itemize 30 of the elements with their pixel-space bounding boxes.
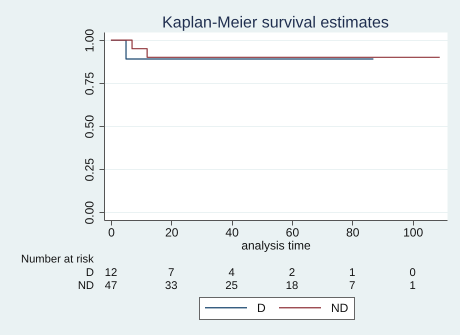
legend-label: ND [331,300,349,315]
x-axis-title: analysis time [241,238,312,252]
y-tick-label: 0.75 [82,72,96,96]
x-tick-label: 40 [225,226,240,240]
text: D [86,266,94,279]
text: 25 [225,280,238,292]
text: 4 [228,266,235,279]
y-tick-label: 0.00 [82,200,96,224]
y-tick-label: 0.50 [82,114,96,138]
text: 0 [409,266,416,279]
x-tick-label: 100 [403,226,424,240]
y-tick-label: 1.00 [82,28,96,52]
text: 33 [165,280,178,292]
text: 18 [286,280,298,292]
text: Number at risk [21,254,94,266]
x-tick-label: 80 [346,226,360,240]
text: 7 [349,280,356,292]
x-tick-label: 0 [108,226,116,240]
text: 7 [168,266,174,279]
text: 12 [104,266,118,279]
chart-title: Kaplan-Meier survival estimates [162,14,389,32]
text: 47 [104,280,118,292]
text: 1 [349,266,356,279]
text: ND [78,280,94,292]
text: 1 [409,280,416,292]
x-tick-label: 20 [165,226,179,240]
text: 2 [288,266,296,279]
y-tick-label: 0.25 [82,158,96,182]
x-tick-label: 60 [286,226,300,240]
legend-label: D [257,300,266,315]
